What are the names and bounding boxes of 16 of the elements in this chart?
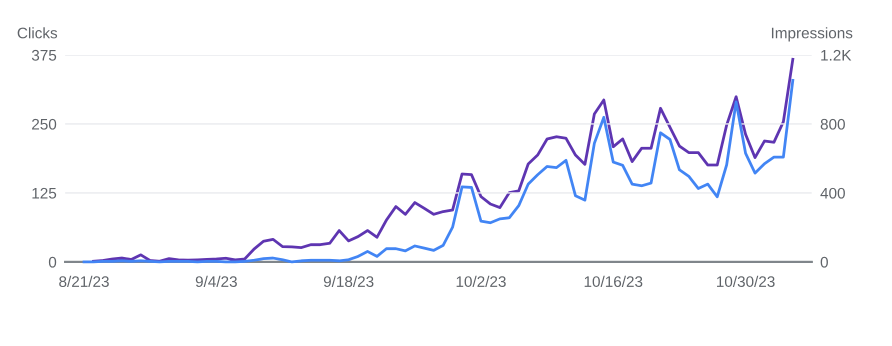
x-tick-label: 9/18/23 (324, 276, 374, 288)
y-tick-label: 0 (48, 256, 56, 268)
x-tick-label: 10/16/23 (584, 276, 642, 288)
y2-tick-label: 800 (820, 118, 845, 130)
y-tick-label: 125 (32, 188, 56, 199)
y2-axis-title: Impressions (772, 27, 852, 42)
x-tick-label: 10/30/23 (717, 276, 775, 288)
y-axis-title: Clicks (18, 27, 58, 38)
x-tick-label: 9/4/23 (196, 276, 237, 288)
y2-tick-label: 1.2K (821, 50, 852, 61)
y-tick-label: 250 (32, 118, 56, 130)
y2-tick-label: 0 (820, 256, 828, 268)
x-tick-label: 10/2/23 (456, 276, 506, 288)
y2-tick-label: 400 (820, 188, 845, 199)
x-tick-label: 8/21/23 (59, 276, 109, 288)
y-tick-label: 375 (32, 50, 56, 61)
